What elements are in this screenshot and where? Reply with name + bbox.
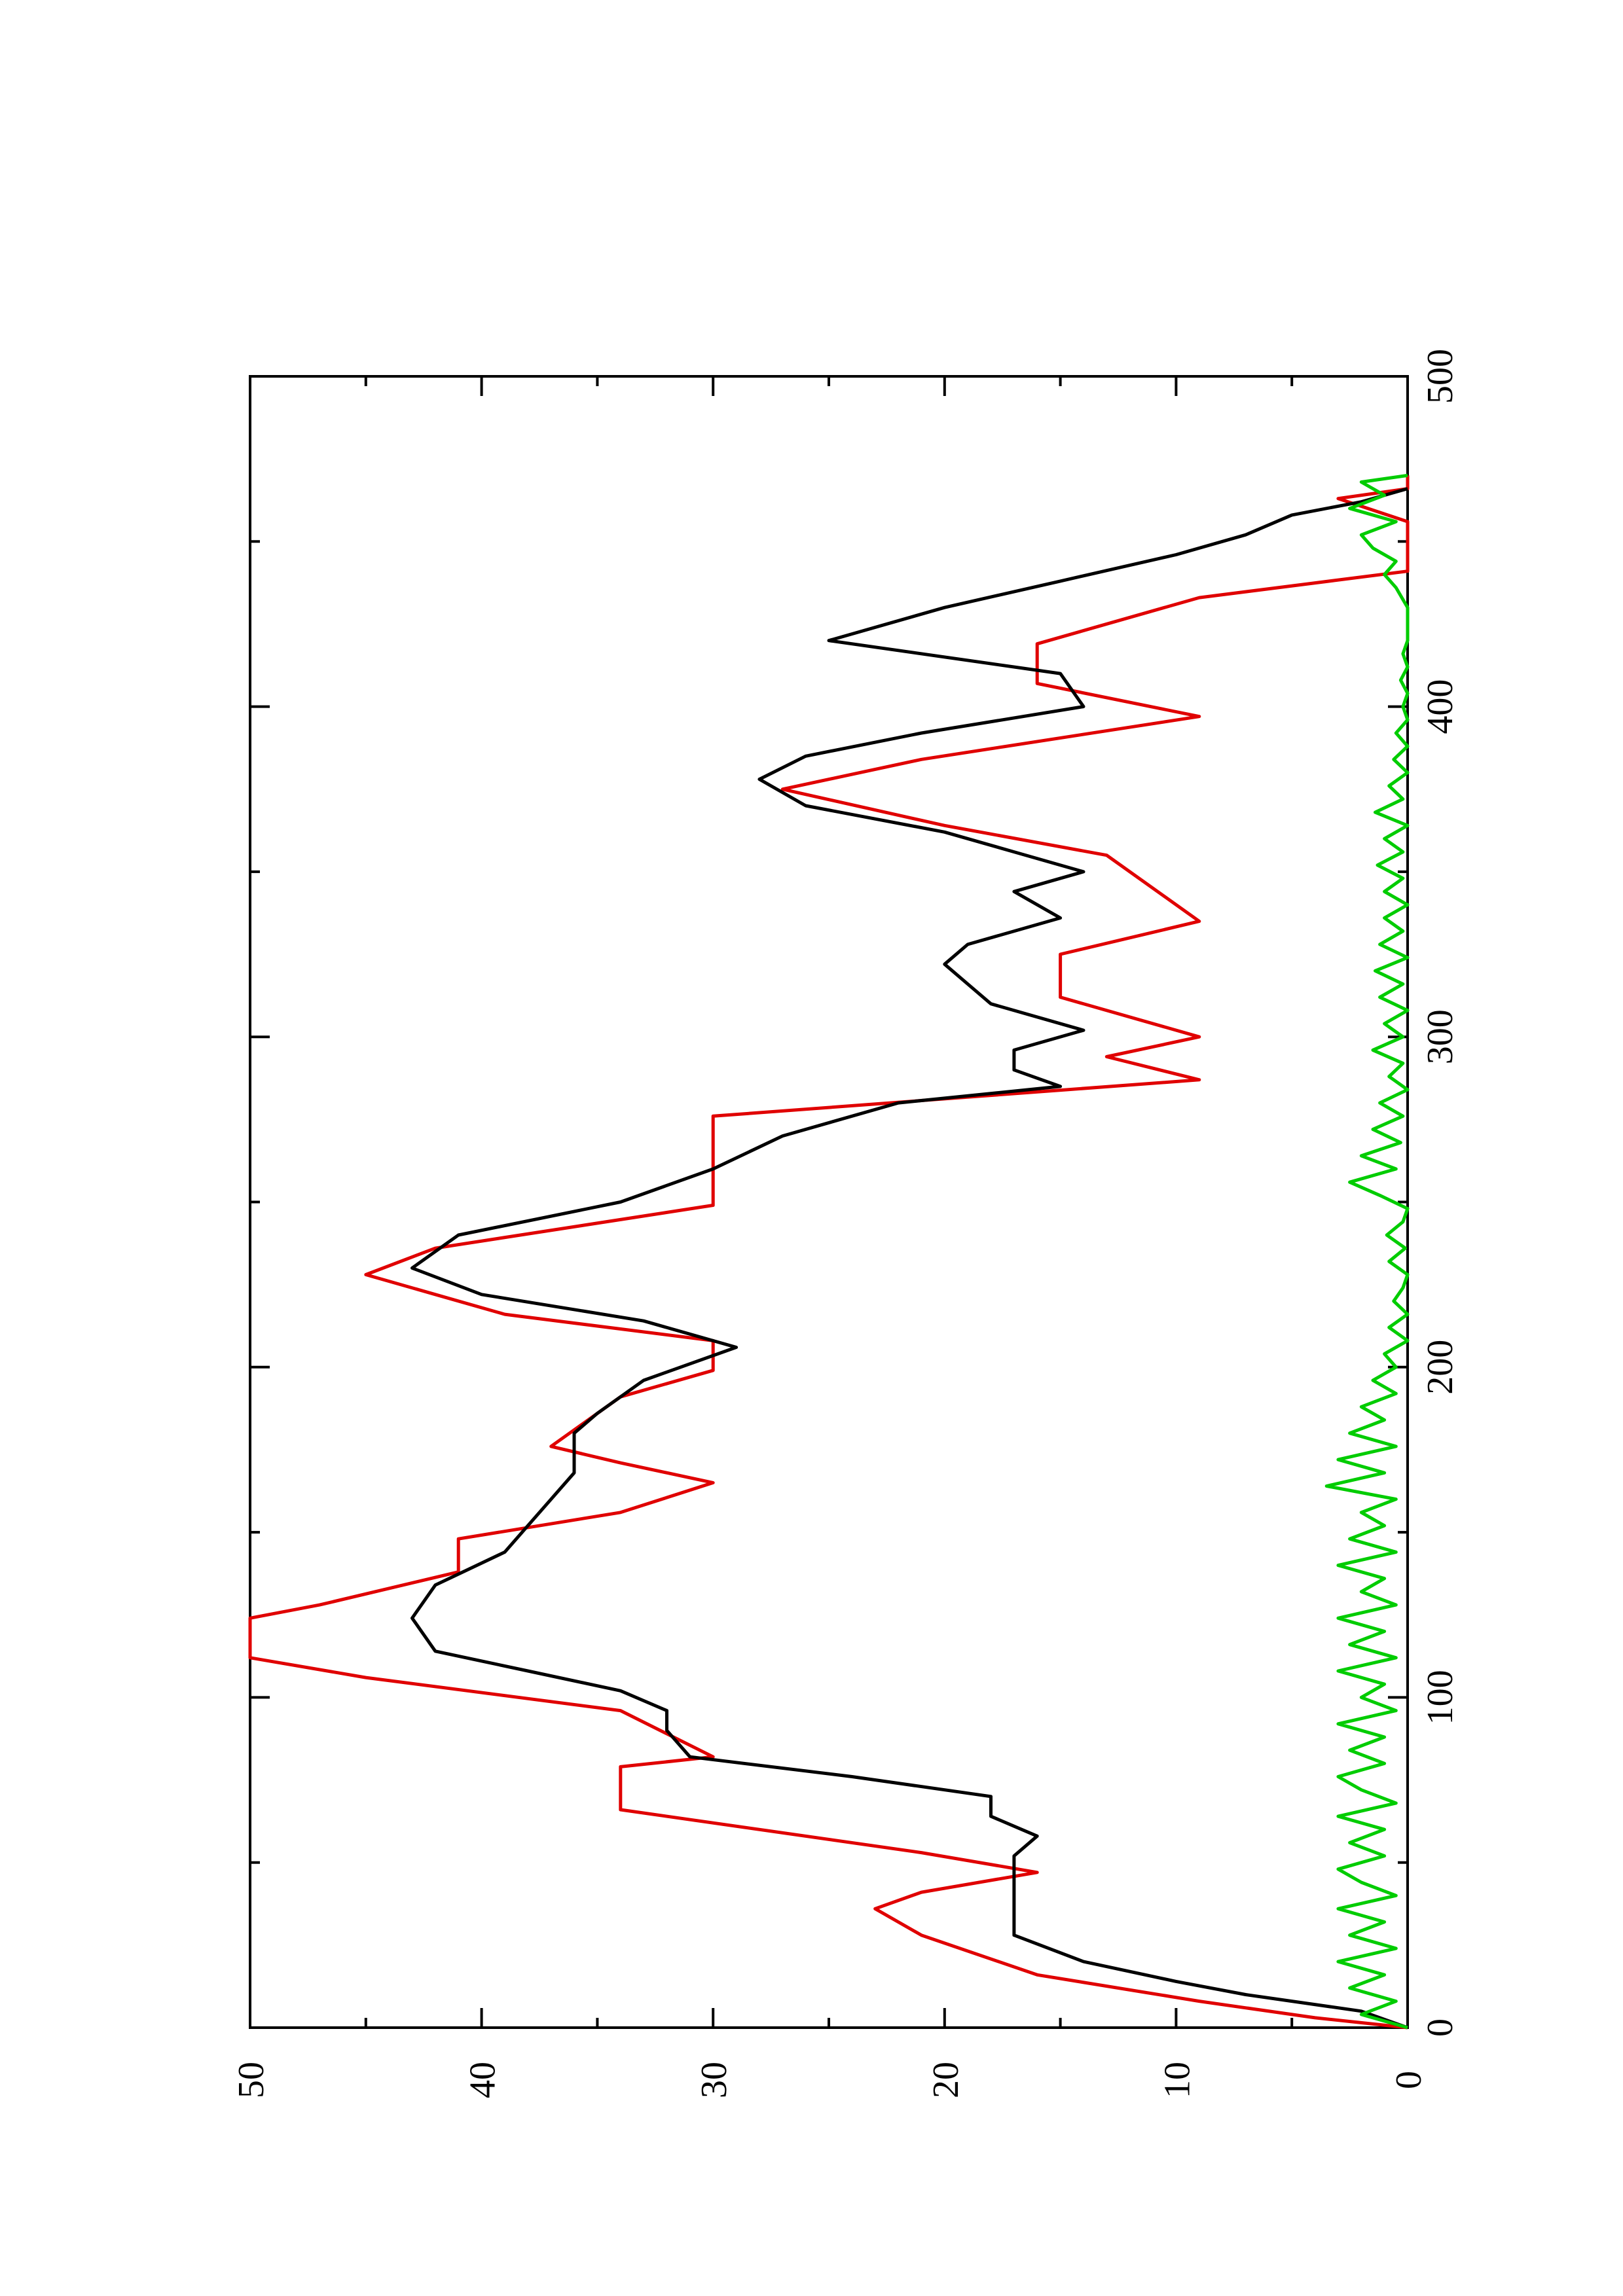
y-tick-label: 40 xyxy=(463,2062,503,2098)
x-tick-label: 0 xyxy=(1420,2018,1461,2037)
axis-ticks xyxy=(249,375,1409,2029)
series-line-3 xyxy=(1324,473,1410,2030)
y-tick-label: 10 xyxy=(1157,2062,1197,2098)
x-tick-label: 200 xyxy=(1420,1340,1461,1395)
y-tick-label: 50 xyxy=(231,2062,272,2098)
x-tick-label: 500 xyxy=(1420,349,1461,404)
x-tick-label: 300 xyxy=(1420,1009,1461,1064)
series-line-2 xyxy=(410,487,1408,2030)
plot-area-border xyxy=(249,375,1409,2029)
y-tick-label: 0 xyxy=(1389,2071,1429,2089)
tick-labels: 0 100 200 300 400 500 0 10 20 30 40 50 xyxy=(231,349,1461,2098)
x-tick-label: 100 xyxy=(1420,1670,1461,1725)
x-tick-label: 400 xyxy=(1420,679,1461,734)
y-tick-label: 20 xyxy=(926,2062,966,2098)
series-line-1 xyxy=(248,475,1410,2030)
plot-frame xyxy=(249,375,1409,2029)
y-tick-label: 30 xyxy=(694,2062,735,2098)
series-lines xyxy=(248,473,1410,2030)
